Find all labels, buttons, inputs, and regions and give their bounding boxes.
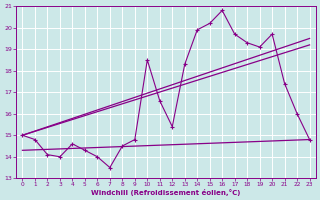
X-axis label: Windchill (Refroidissement éolien,°C): Windchill (Refroidissement éolien,°C) (91, 189, 241, 196)
